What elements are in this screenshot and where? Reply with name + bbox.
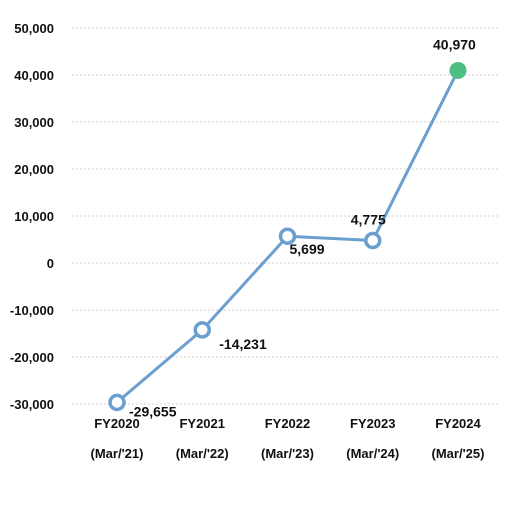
y-tick-label: -30,000 xyxy=(10,397,54,412)
data-label: 5,699 xyxy=(290,241,325,257)
x-tick-label: FY2022 xyxy=(265,416,311,431)
y-tick-label: 10,000 xyxy=(14,209,54,224)
data-labels: -29,655 -14,231 5,699 4,775 40,970 xyxy=(129,36,476,419)
y-tick-label: -10,000 xyxy=(10,303,54,318)
y-tick-label: 40,000 xyxy=(14,68,54,83)
data-label: 40,970 xyxy=(433,36,476,52)
x-axis-tick-labels: FY2020 (Mar/'21) FY2021 (Mar/'22) FY2022 (Mar… xyxy=(91,416,485,461)
data-label: 4,775 xyxy=(351,212,386,228)
data-point xyxy=(193,321,211,339)
x-tick-label: FY2024 xyxy=(435,416,481,431)
y-axis-tick-labels: -30,000 -20,000 -10,000 0 10,000 20,000 30,000… xyxy=(10,21,54,412)
data-label: -29,655 xyxy=(129,403,177,419)
y-tick-label: 0 xyxy=(47,256,54,271)
y-tick-label: -20,000 xyxy=(10,350,54,365)
data-point-highlight xyxy=(449,61,467,79)
y-tick-label: 20,000 xyxy=(14,162,54,177)
x-tick-label: FY2021 xyxy=(179,416,225,431)
gridlines xyxy=(72,27,500,405)
x-tick-sublabel: (Mar/'23) xyxy=(261,446,314,461)
x-tick-sublabel: (Mar/'25) xyxy=(432,446,485,461)
x-tick-label: FY2023 xyxy=(350,416,396,431)
data-point xyxy=(364,231,382,250)
data-point xyxy=(108,393,126,412)
y-tick-label: 30,000 xyxy=(14,115,54,130)
x-tick-label: FY2020 xyxy=(94,416,140,431)
x-tick-sublabel: (Mar/'24) xyxy=(346,446,399,461)
x-tick-sublabel: (Mar/'21) xyxy=(91,446,144,461)
data-label: -14,231 xyxy=(219,336,267,352)
x-tick-sublabel: (Mar/'22) xyxy=(176,446,229,461)
series xyxy=(108,61,467,412)
y-tick-label: 50,000 xyxy=(14,21,54,36)
data-point xyxy=(278,227,297,245)
